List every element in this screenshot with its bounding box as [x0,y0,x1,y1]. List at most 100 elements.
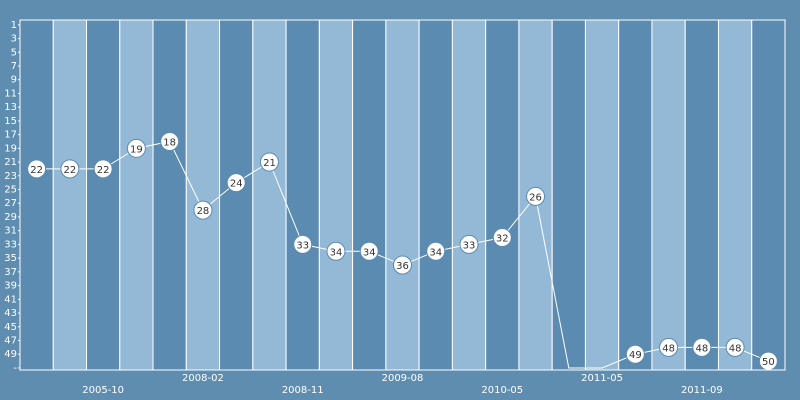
y-tick-label: 33 [4,239,17,250]
band [318,19,354,371]
y-tick-label: - [13,363,17,374]
band [352,19,387,371]
y-tick-label: 25 [4,185,17,196]
y-tick-label: 9 [11,75,17,86]
point [426,241,446,261]
point [393,255,412,275]
x-tick-label: 2008-11 [282,385,324,396]
band [219,19,254,371]
point [27,159,47,179]
value-label: 34 [429,247,442,258]
y-tick-label: 43 [4,308,17,319]
y-tick-label: 7 [11,61,17,72]
band [485,19,520,371]
value-label: 32 [496,234,509,245]
y-tick-label: 19 [4,143,17,154]
y-tick-label: 11 [4,88,17,99]
value-label: 49 [629,350,642,361]
band [252,19,287,371]
point [459,234,479,254]
band [86,19,121,371]
band [651,19,686,371]
band [19,19,54,371]
point [492,228,512,248]
y-tick-label: 21 [4,157,17,168]
x-tick-label: 2005-10 [82,385,124,396]
point [526,186,546,206]
band [717,19,753,371]
x-tick-label: 2011-09 [681,385,723,396]
value-label: 21 [263,158,276,169]
y-tick-label: 15 [4,116,17,127]
value-label: 19 [130,144,143,155]
value-label: 48 [729,343,742,354]
point [93,159,113,179]
band [52,19,88,371]
point [259,152,279,172]
y-tick-label: 29 [4,212,17,223]
value-label: 36 [396,261,409,272]
value-label: 22 [64,165,77,176]
y-tick-label: 47 [4,335,17,346]
value-label: 22 [97,165,110,176]
point [659,337,679,357]
point [160,131,180,151]
value-label: 50 [762,357,775,368]
value-label: 48 [662,343,675,354]
point [359,241,379,261]
value-label: 34 [330,247,343,258]
band [584,19,620,371]
band [684,19,719,371]
value-label: 28 [197,206,210,217]
y-tick-label: 13 [4,102,17,113]
band [418,19,453,371]
band [451,19,487,371]
y-tick-label: 35 [4,253,17,264]
point [60,159,80,179]
y-tick-label: 3 [11,34,17,45]
band [185,19,221,371]
band [618,19,653,371]
band [119,19,154,371]
value-label: 24 [230,179,243,190]
y-tick-label: 17 [4,130,17,141]
value-label: 22 [30,165,43,176]
point [226,173,246,193]
y-tick-label: 37 [4,267,17,278]
band [751,19,786,371]
point [692,337,712,357]
point [193,200,213,220]
y-tick-label: 45 [4,322,17,333]
y-tick-label: 5 [11,47,17,58]
y-tick-label: 23 [4,171,17,182]
value-label: 34 [363,247,376,258]
band [285,19,320,371]
plot-border [19,19,786,371]
x-tick-label: 2008-02 [182,373,224,384]
value-label: 33 [296,240,309,251]
y-tick-label: 31 [4,226,17,237]
y-tick-label: 41 [4,294,17,305]
y-tick-label: 1 [11,20,17,31]
x-tick-label: 2010-05 [481,385,523,396]
y-tick-label: 39 [4,281,17,292]
value-label: 33 [463,240,476,251]
point [326,241,346,261]
line [36,140,536,266]
value-label: 18 [163,137,176,148]
missing-drop [535,196,636,369]
y-tick-label: 49 [4,349,17,360]
value-label: 26 [529,192,542,203]
x-tick-label: 2011-05 [581,373,623,384]
band [152,19,187,371]
point [725,337,745,357]
y-tick-label: 27 [4,198,17,209]
point [126,138,146,158]
x-tick-label: 2009-08 [382,373,424,384]
band [551,19,586,371]
point [625,344,645,364]
band [385,19,420,371]
point [293,234,313,254]
